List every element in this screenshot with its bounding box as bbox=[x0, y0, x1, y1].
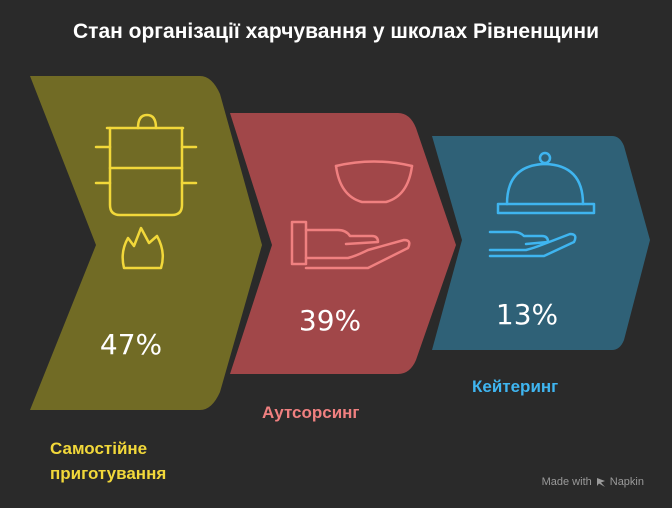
self-cooking-label-line-2: приготування bbox=[50, 464, 167, 483]
outsourcing-percent: 39% bbox=[299, 304, 361, 337]
outsourcing-chevron bbox=[230, 113, 456, 374]
napkin-logo-icon bbox=[596, 477, 605, 487]
stage-self-cooking: 47% bbox=[30, 76, 262, 410]
outsourcing-label: Аутсорсинг bbox=[262, 403, 360, 422]
self-cooking-label-line-1: Самостійне bbox=[50, 439, 148, 458]
cloche-on-hand-icon bbox=[488, 151, 596, 258]
self-cooking-chevron bbox=[30, 76, 262, 410]
bowl-on-hand-icon bbox=[290, 160, 414, 270]
cooking-pot-on-flame-icon bbox=[94, 113, 198, 270]
stage-outsourcing: 39% bbox=[230, 113, 456, 374]
watermark-text: Made with bbox=[541, 476, 592, 488]
catering-label: Кейтеринг bbox=[472, 377, 559, 396]
self-cooking-label: Самостійне приготування bbox=[50, 436, 166, 486]
page-title: Стан організації харчування у школах Рів… bbox=[73, 20, 599, 43]
catering-percent: 13% bbox=[496, 298, 558, 331]
stage-catering: 13% bbox=[432, 136, 650, 350]
watermark: Made with Napkin bbox=[542, 476, 644, 488]
watermark-brand: Napkin bbox=[609, 476, 644, 488]
self-cooking-percent: 47% bbox=[100, 328, 162, 361]
